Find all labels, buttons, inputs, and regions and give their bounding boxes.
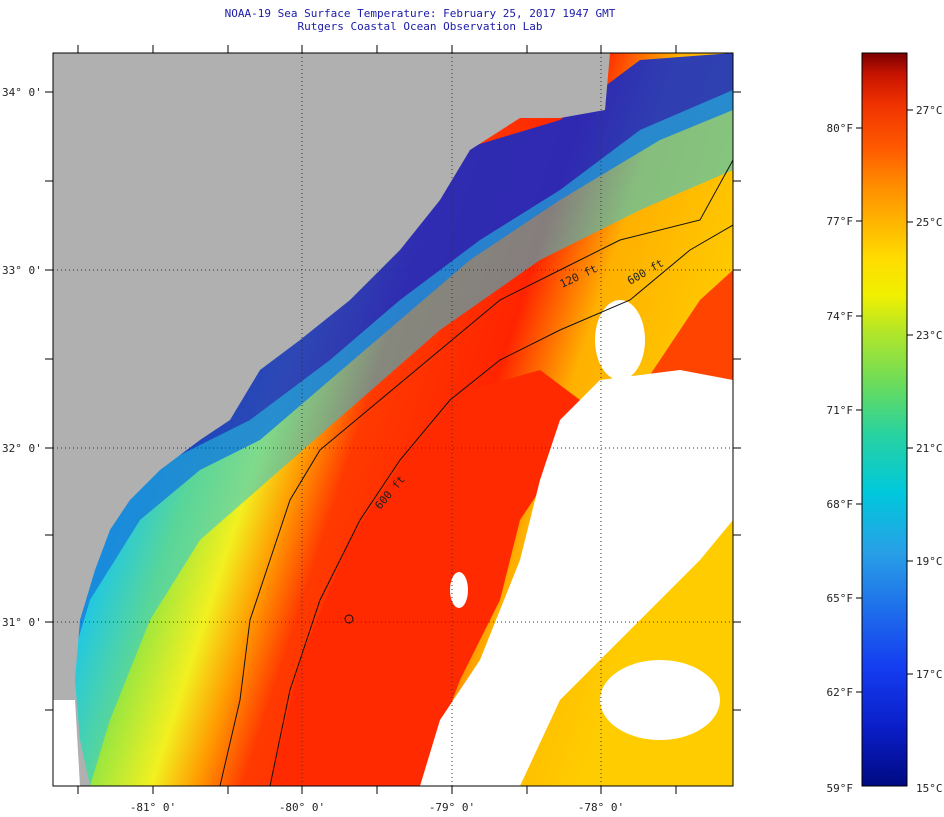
cb-c-19: 19°C (916, 555, 943, 568)
cb-c-21: 21°C (916, 442, 943, 455)
land-mass (53, 53, 610, 786)
colorbar-ticks (856, 109, 913, 693)
map-subtitle: Rutgers Coastal Ocean Observation Lab (297, 20, 543, 33)
lat-label-33: 33° 0' (2, 264, 42, 277)
gulf-stream-core (270, 370, 580, 786)
lon-label-78: -78° 0' (578, 801, 624, 814)
cb-c-27: 27°C (916, 104, 943, 117)
cb-c-23: 23°C (916, 329, 943, 342)
lon-label-79: -79° 0' (429, 801, 475, 814)
lat-label-31: 31° 0' (2, 616, 42, 629)
lon-label-80: -80° 0' (279, 801, 325, 814)
cb-f-74: 74°F (827, 310, 854, 323)
cloud-patch (450, 572, 468, 608)
warm-offshore (640, 270, 733, 390)
map-area (53, 53, 733, 786)
cb-f-59: 59°F (827, 782, 854, 795)
cb-c-15: 15°C (916, 782, 943, 795)
cloud-cover (420, 370, 733, 786)
cool-band (53, 90, 733, 786)
cloud-cover-south (600, 660, 720, 740)
contour-120ft (219, 159, 733, 786)
cb-c-25: 25°C (916, 216, 943, 229)
axis-ticks (45, 45, 741, 794)
cb-f-62: 62°F (827, 686, 854, 699)
map-title: NOAA-19 Sea Surface Temperature: Februar… (224, 7, 616, 20)
contour-600ft (269, 224, 733, 786)
land-cloud (53, 700, 80, 786)
lat-label-34: 34° 0' (2, 86, 42, 99)
lon-label-81: -81° 0' (130, 801, 176, 814)
colorbar (861, 52, 908, 787)
cb-f-71: 71°F (827, 404, 854, 417)
graticule (53, 53, 733, 786)
cb-c-17: 17°C (916, 668, 943, 681)
cb-f-80: 80°F (827, 122, 854, 135)
map-frame (52, 52, 734, 787)
cb-f-65: 65°F (827, 592, 854, 605)
cb-f-77: 77°F (827, 215, 854, 228)
contour-ring (344, 614, 354, 624)
cloud-patch-north (595, 300, 645, 380)
cb-f-68: 68°F (827, 498, 854, 511)
lat-label-32: 32° 0' (2, 442, 42, 455)
